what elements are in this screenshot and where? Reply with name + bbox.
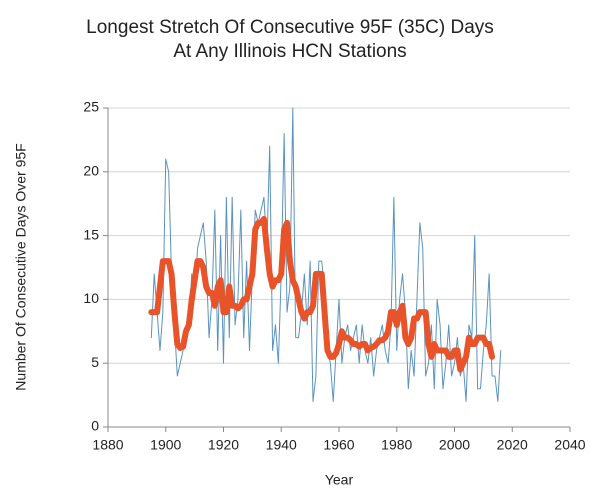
y-tick-label: 15: [83, 226, 99, 242]
chart-title: At Any Illinois HCN Stations: [173, 41, 406, 62]
chart-title: Longest Stretch Of Consecutive 95F (35C)…: [86, 17, 494, 38]
x-tick-label: 1960: [323, 437, 354, 453]
x-tick-label: 1880: [92, 437, 123, 453]
x-tick-label: 1920: [208, 437, 239, 453]
x-axis-label: Year: [325, 472, 354, 488]
y-tick-label: 0: [91, 418, 99, 434]
y-tick-label: 10: [83, 290, 99, 306]
x-tick-label: 1940: [266, 437, 297, 453]
y-tick-label: 20: [83, 163, 99, 179]
x-tick-label: 2040: [554, 437, 585, 453]
y-tick-label: 5: [91, 354, 99, 370]
x-tick-label: 2000: [439, 437, 470, 453]
x-tick-label: 1900: [150, 437, 181, 453]
y-axis-label: Number Of Consecutive Days Over 95F: [13, 143, 29, 390]
x-tick-label: 2020: [497, 437, 528, 453]
data-line: [148, 216, 496, 373]
x-tick-label: 1980: [381, 437, 412, 453]
y-tick-label: 25: [83, 99, 99, 115]
